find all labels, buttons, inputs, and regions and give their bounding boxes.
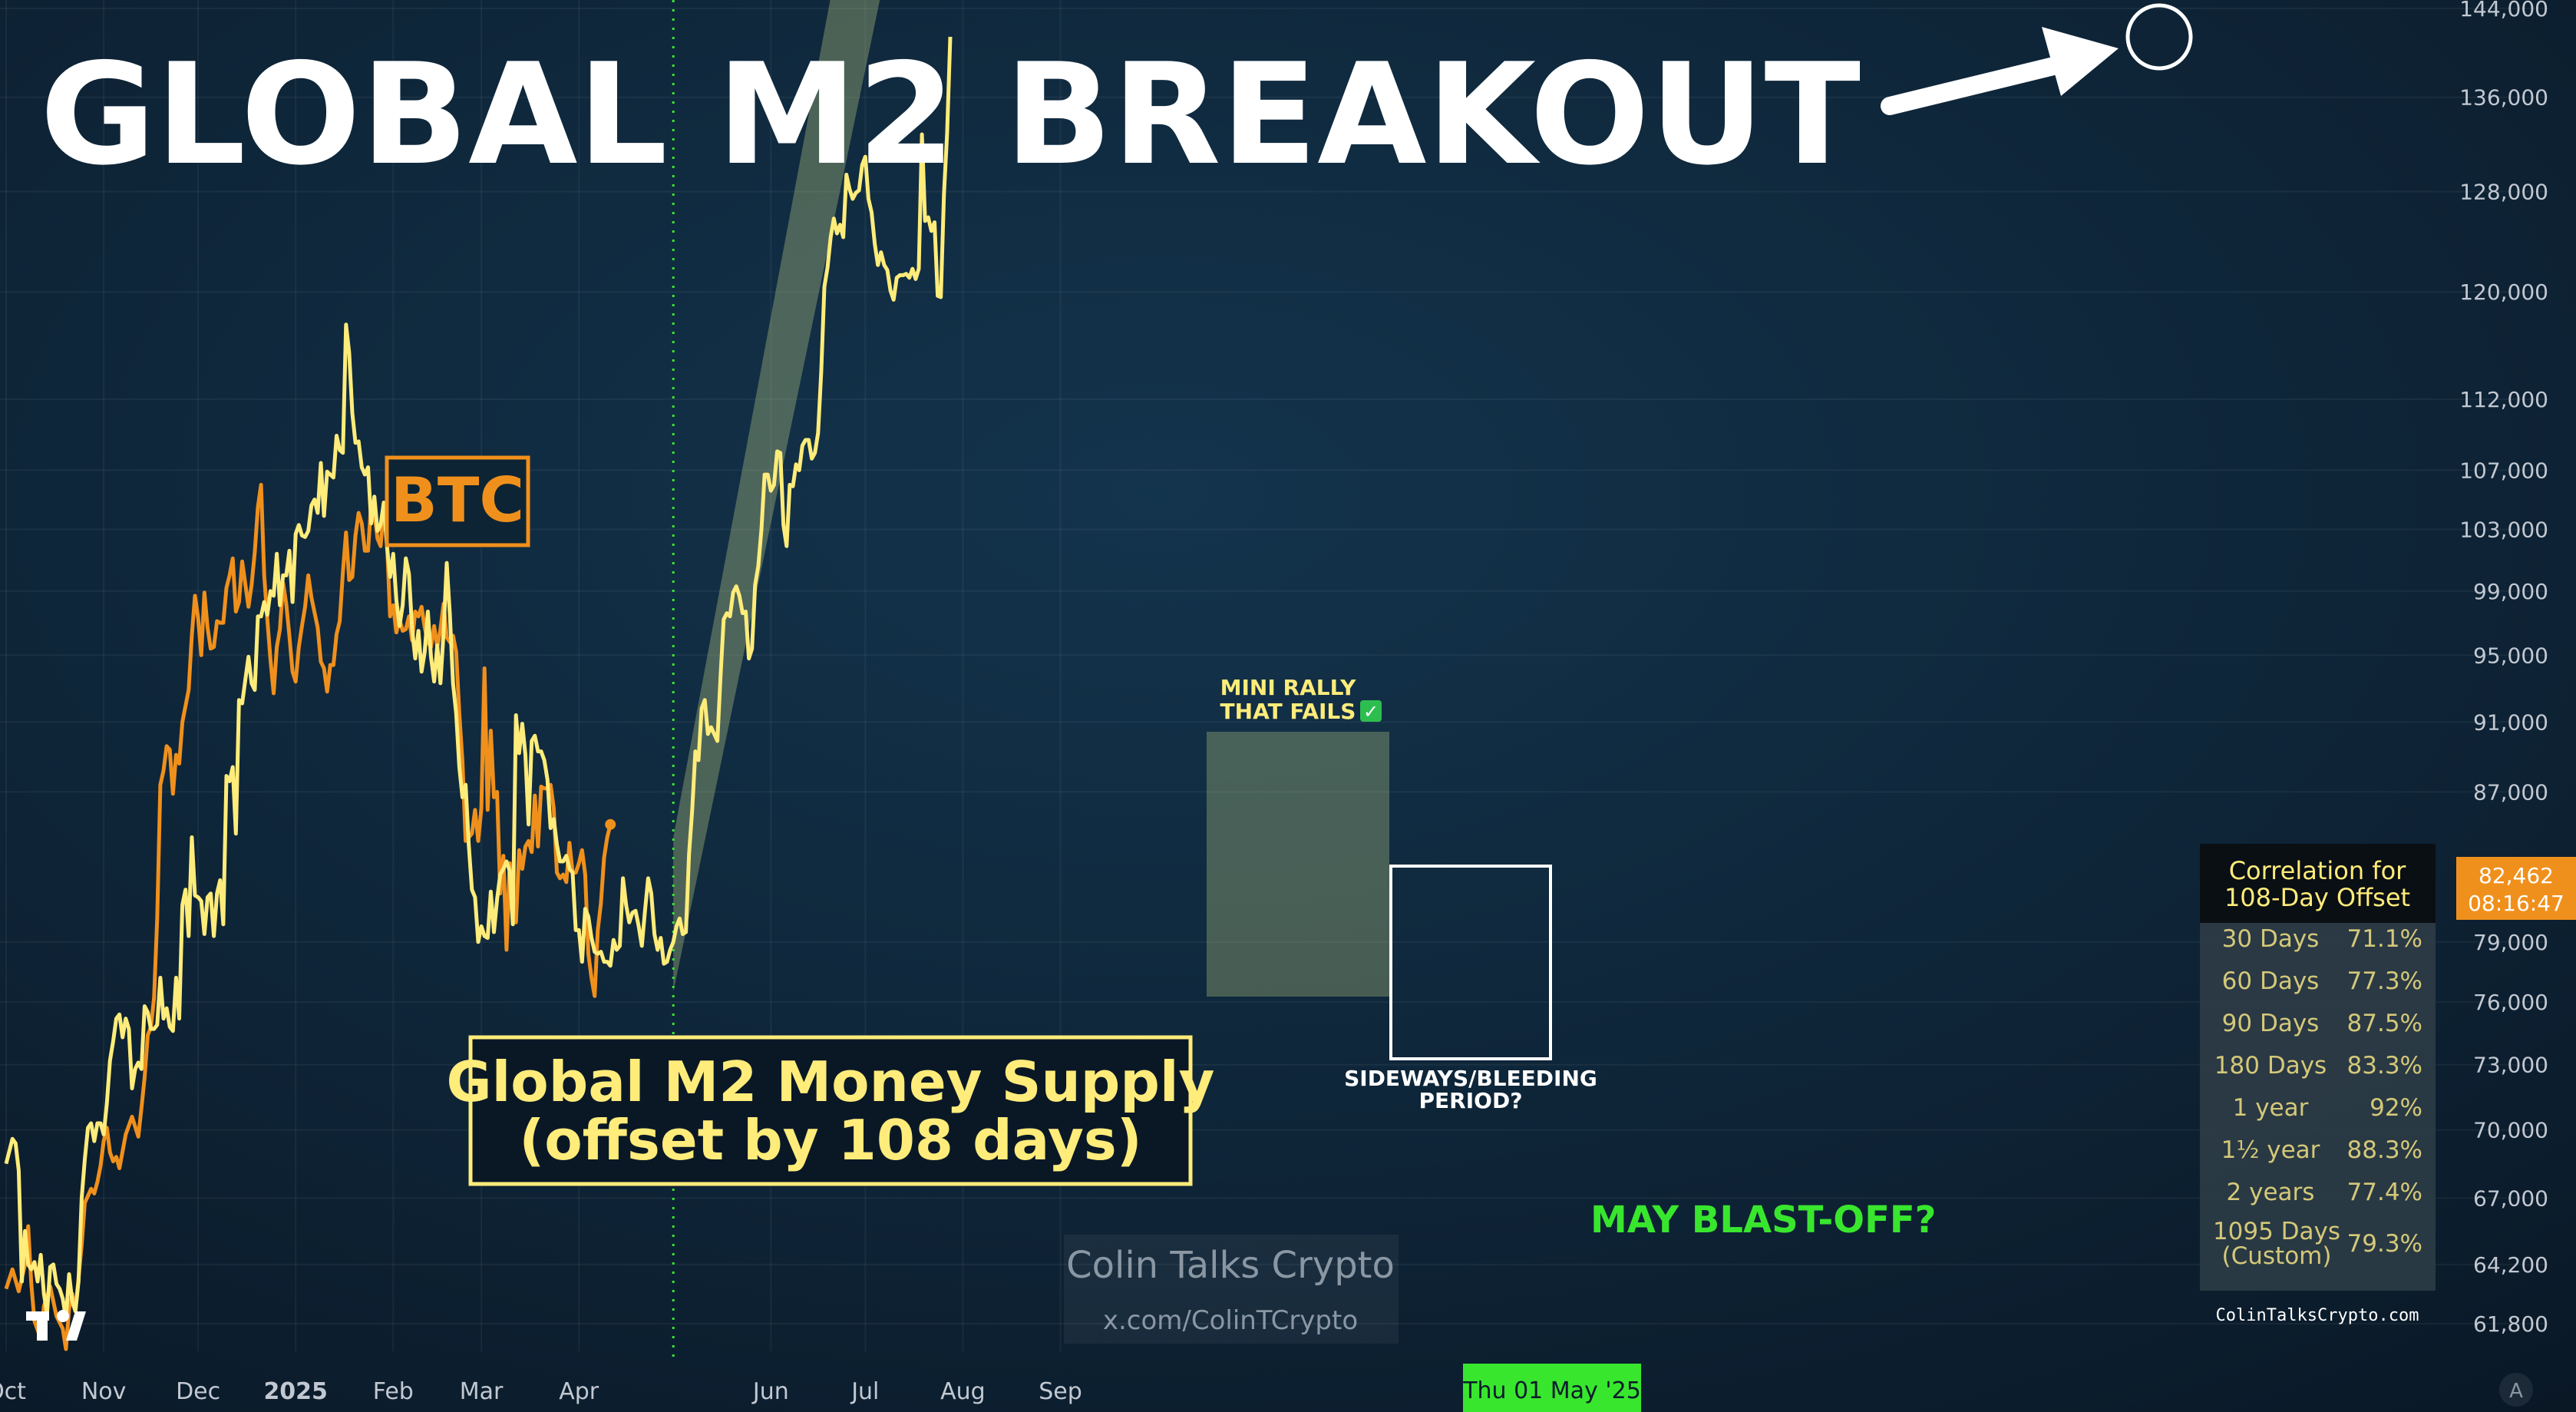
price-axis-tick-label: 107,000 [2459, 458, 2548, 483]
breakout-circle [2125, 3, 2193, 71]
correlation-row-period: 1 year [2233, 1094, 2309, 1122]
correlation-table: Correlation for 108-Day Offset 30 Days 71… [2200, 844, 2436, 1291]
m2-label-line1: Global M2 Money Supply [447, 1050, 1215, 1114]
btc-last-point [605, 818, 616, 830]
price-tag-price: 82,462 [2479, 863, 2554, 888]
correlation-row-period: 1095 Days [2213, 1218, 2340, 1245]
correlation-row-value: 71.1% [2347, 925, 2422, 953]
time-axis-tick-label: 2025 [263, 1378, 328, 1405]
correlation-row-period: 1½ year [2221, 1136, 2320, 1164]
correlation-row-period: 180 Days [2214, 1052, 2327, 1080]
correlation-footer: ColinTalksCrypto.com [2216, 1306, 2419, 1325]
m2-label-box [468, 1035, 1193, 1186]
blast-off-text: MAY BLAST-OFF? [1590, 1199, 1937, 1242]
time-axis-tick-label: Aug [940, 1378, 986, 1405]
btc-label-box [385, 455, 530, 547]
correlation-row-period: 60 Days [2222, 967, 2320, 995]
mini-rally-box [1207, 732, 1389, 997]
correlation-rows: 30 Days 71.1% 60 Days 77.3% 90 Days 87.5% 180 … [2213, 925, 2422, 1270]
time-axis-tick-label: Nov [81, 1378, 127, 1405]
breakout-arrow [1881, 27, 2119, 115]
check-icon: ✓ [1363, 701, 1379, 723]
check-icon-box [1360, 700, 1382, 722]
watermark-name: Colin Talks Crypto [1066, 1244, 1395, 1287]
time-axis-tick-label: Oct [0, 1378, 26, 1405]
price-axis[interactable]: 144,000 136,000 128,000 120,000 112,000 107,0… [2459, 0, 2548, 1337]
price-tag-box [2456, 857, 2576, 920]
auto-scale-label[interactable]: A [2509, 1380, 2523, 1403]
tradingview-logo [26, 1310, 86, 1341]
time-axis-tick-label: Mar [460, 1378, 504, 1405]
date-marker-label-box [1463, 1364, 1641, 1412]
correlation-row-value: 77.3% [2347, 967, 2422, 995]
sideways-text-line2: PERIOD? [1419, 1088, 1523, 1113]
watermark-box [1064, 1235, 1399, 1344]
correlation-title-line1: Correlation for [2229, 856, 2406, 885]
m2-series-line [4, 36, 953, 1321]
correlation-row-period-note: (Custom) [2222, 1242, 2332, 1270]
price-tag-countdown: 08:16:47 [2468, 891, 2564, 916]
price-axis-tick-label: 99,000 [2473, 579, 2548, 604]
price-axis-tick-label: 64,200 [2473, 1252, 2548, 1278]
time-axis-tick-label: Apr [559, 1378, 599, 1405]
headline-title: GLOBAL M2 BREAKOUT [40, 33, 1861, 196]
time-axis-tick-label: Jun [751, 1378, 789, 1405]
time-axis-tick-label: Sep [1039, 1378, 1082, 1405]
price-axis-tick-label: 61,800 [2473, 1311, 2548, 1337]
sideways-text-line1: SIDEWAYS/BLEEDING [1344, 1066, 1597, 1091]
price-axis-tick-label: 120,000 [2459, 279, 2548, 305]
correlation-title-line2: 108-Day Offset [2224, 883, 2410, 912]
sideways-box [1389, 865, 1552, 1060]
price-axis-tick-label: 91,000 [2473, 709, 2548, 735]
auto-scale-button[interactable] [2499, 1373, 2533, 1407]
time-axis-tick-label: Jul [850, 1378, 879, 1405]
date-marker-label: Thu 01 May '25 [1462, 1377, 1641, 1404]
mini-rally-text-line1: MINI RALLY [1220, 675, 1356, 700]
btc-label: BTC [391, 465, 524, 536]
correlation-row-period: 30 Days [2222, 925, 2320, 953]
time-axis[interactable]: Oct Nov Dec 2025 Feb Mar Apr Jun Jul Aug Sep [0, 1378, 1082, 1405]
price-axis-tick-label: 70,000 [2473, 1118, 2548, 1143]
watermark-url: x.com/ColinTCrypto [1103, 1305, 1358, 1336]
correlation-row-value: 87.5% [2347, 1010, 2422, 1037]
price-axis-tick-label: 79,000 [2473, 930, 2548, 955]
price-axis-tick-label: 112,000 [2459, 387, 2548, 412]
price-axis-tick-label: 73,000 [2473, 1053, 2548, 1078]
price-axis-tick-label: 67,000 [2473, 1185, 2548, 1211]
time-axis-tick-label: Feb [373, 1378, 414, 1405]
m2-label-line2: (offset by 108 days) [519, 1108, 1141, 1172]
correlation-row-value: 79.3% [2347, 1230, 2422, 1258]
correlation-row-value: 77.4% [2347, 1179, 2422, 1206]
correlation-row-period: 90 Days [2222, 1010, 2320, 1037]
price-axis-tick-label: 136,000 [2459, 85, 2548, 111]
price-axis-tick-label: 128,000 [2459, 180, 2548, 205]
correlation-row-period: 2 years [2227, 1179, 2315, 1206]
price-axis-tick-label: 87,000 [2473, 779, 2548, 805]
price-axis-tick-label: 76,000 [2473, 990, 2548, 1015]
btc-series-line [4, 482, 613, 1351]
mini-rally-text-line2: THAT FAILS [1220, 699, 1356, 724]
correlation-row-value: 92% [2370, 1094, 2422, 1122]
correlation-row-value: 83.3% [2347, 1052, 2422, 1080]
time-axis-tick-label: Dec [176, 1378, 220, 1405]
price-axis-tick-label: 144,000 [2459, 0, 2548, 21]
price-axis-tick-label: 103,000 [2459, 518, 2548, 543]
price-axis-tick-label: 95,000 [2473, 643, 2548, 668]
correlation-row-value: 88.3% [2347, 1136, 2422, 1164]
